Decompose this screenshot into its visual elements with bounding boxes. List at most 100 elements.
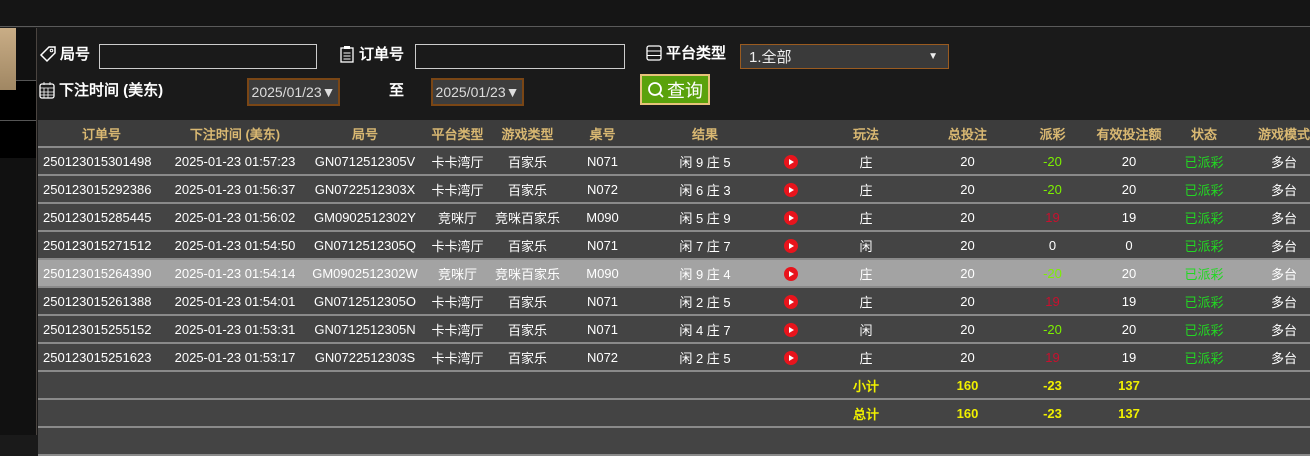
date-from-picker[interactable]: 2025/01/23▼ [247, 78, 340, 106]
play-video-icon[interactable] [784, 154, 798, 169]
summary-cell [1240, 371, 1310, 400]
video-cell[interactable] [770, 259, 812, 288]
payout-cell: -20 [1015, 259, 1090, 288]
bet-type-cell: 庄 [812, 203, 920, 232]
summary-cell [425, 399, 490, 428]
play-video-icon[interactable] [784, 322, 798, 337]
round-no-cell: GN0712512305N [305, 315, 425, 344]
round-no-cell: GM0902512302Y [305, 203, 425, 232]
side-tab[interactable] [0, 28, 16, 90]
order-label: 订单号 [338, 43, 404, 64]
video-cell[interactable] [770, 147, 812, 176]
video-cell[interactable] [770, 315, 812, 344]
valid-bet-cell: 20 [1090, 175, 1168, 204]
bet-type-cell: 闲 [812, 231, 920, 260]
play-video-icon[interactable] [784, 350, 798, 365]
total-bet-cell: 20 [920, 343, 1015, 372]
play-video-icon[interactable] [784, 294, 798, 309]
game-type-cell: 竞咪百家乐 [490, 259, 565, 288]
platform-cell: 卡卡湾厅 [425, 343, 490, 372]
summary-cell [1168, 399, 1240, 428]
summary-cell [165, 371, 305, 400]
total-bet-cell: 20 [920, 315, 1015, 344]
top-bar [0, 0, 1310, 27]
payout-cell: 19 [1015, 287, 1090, 316]
game-mode-cell: 多台 [1240, 175, 1310, 204]
play-video-icon[interactable] [784, 266, 798, 281]
empty-row [38, 427, 1310, 456]
platform-cell: 卡卡湾厅 [425, 315, 490, 344]
video-cell[interactable] [770, 343, 812, 372]
total-bet-cell: 20 [920, 147, 1015, 176]
summary-cell [770, 371, 812, 400]
video-cell[interactable] [770, 231, 812, 260]
play-video-icon[interactable] [784, 182, 798, 197]
summary-cell [1168, 371, 1240, 400]
column-header [770, 120, 812, 148]
bet-type-cell: 庄 [812, 175, 920, 204]
summary-cell [640, 371, 770, 400]
column-header: 状态 [1168, 120, 1240, 148]
bet-time-label: 下注时间 (美东) [38, 79, 163, 100]
summary-cell [490, 399, 565, 428]
platform-label: 平台类型 [645, 42, 726, 63]
to-label: 至 [389, 82, 405, 99]
platform-select[interactable]: 1.全部 ▼ [740, 44, 949, 69]
bet-time-cell: 2025-01-23 01:56:37 [165, 175, 305, 204]
round-no-cell: GN0712512305Q [305, 231, 425, 260]
total-row: 总计 160 -23 137 [38, 399, 1310, 428]
game-type-cell: 百家乐 [490, 147, 565, 176]
status-cell: 已派彩 [1168, 343, 1240, 372]
result-cell: 闲 5 庄 9 [640, 203, 770, 232]
summary-cell [305, 371, 425, 400]
side-block[interactable] [0, 120, 36, 158]
query-button[interactable]: 查询 [640, 74, 710, 105]
payout-cell: -20 [1015, 315, 1090, 344]
video-cell[interactable] [770, 175, 812, 204]
status-cell: 已派彩 [1168, 315, 1240, 344]
order-no-cell: 250123015261388 [38, 287, 165, 316]
date-to-picker[interactable]: 2025/01/23▼ [431, 78, 524, 106]
bet-time-cell: 2025-01-23 01:53:17 [165, 343, 305, 372]
order-no-cell: 250123015301498 [38, 147, 165, 176]
round-no-cell: GN0722512303X [305, 175, 425, 204]
bet-type-cell: 庄 [812, 147, 920, 176]
video-cell[interactable] [770, 203, 812, 232]
summary-cell: 137 [1090, 399, 1168, 428]
total-bet-cell: 20 [920, 287, 1015, 316]
summary-cell: -23 [1015, 371, 1090, 400]
table-row[interactable]: 250123015264390 2025-01-23 01:54:14 GM0902… [38, 259, 1310, 288]
table-row[interactable]: 250123015261388 2025-01-23 01:54:01 GN0712… [38, 287, 1310, 316]
status-cell: 已派彩 [1168, 203, 1240, 232]
round-input[interactable] [99, 44, 317, 69]
status-cell: 已派彩 [1168, 147, 1240, 176]
result-cell: 闲 2 庄 5 [640, 343, 770, 372]
game-type-cell: 百家乐 [490, 175, 565, 204]
order-no-cell: 250123015292386 [38, 175, 165, 204]
bet-type-cell: 庄 [812, 259, 920, 288]
table-row[interactable]: 250123015301498 2025-01-23 01:57:23 GN0712… [38, 147, 1310, 176]
bet-time-cell: 2025-01-23 01:54:50 [165, 231, 305, 260]
video-cell[interactable] [770, 287, 812, 316]
payout-cell: 0 [1015, 231, 1090, 260]
order-no-cell: 250123015255152 [38, 315, 165, 344]
column-header: 游戏模式 [1240, 120, 1310, 148]
summary-cell [565, 399, 640, 428]
table-row[interactable]: 250123015285445 2025-01-23 01:56:02 GM0902… [38, 203, 1310, 232]
table-row[interactable]: 250123015292386 2025-01-23 01:56:37 GN0722… [38, 175, 1310, 204]
valid-bet-cell: 20 [1090, 315, 1168, 344]
server-icon [646, 44, 662, 61]
valid-bet-cell: 0 [1090, 231, 1168, 260]
play-video-icon[interactable] [784, 210, 798, 225]
summary-cell: 160 [920, 399, 1015, 428]
table-row[interactable]: 250123015255152 2025-01-23 01:53:31 GN0712… [38, 315, 1310, 344]
table-row[interactable]: 250123015251623 2025-01-23 01:53:17 GN0722… [38, 343, 1310, 372]
table-row[interactable]: 250123015271512 2025-01-23 01:54:50 GN0712… [38, 231, 1310, 260]
summary-cell [305, 399, 425, 428]
platform-cell: 卡卡湾厅 [425, 231, 490, 260]
play-video-icon[interactable] [784, 238, 798, 253]
result-cell: 闲 2 庄 5 [640, 287, 770, 316]
order-input[interactable] [415, 44, 625, 69]
summary-cell [770, 399, 812, 428]
table-no-cell: N071 [565, 287, 640, 316]
